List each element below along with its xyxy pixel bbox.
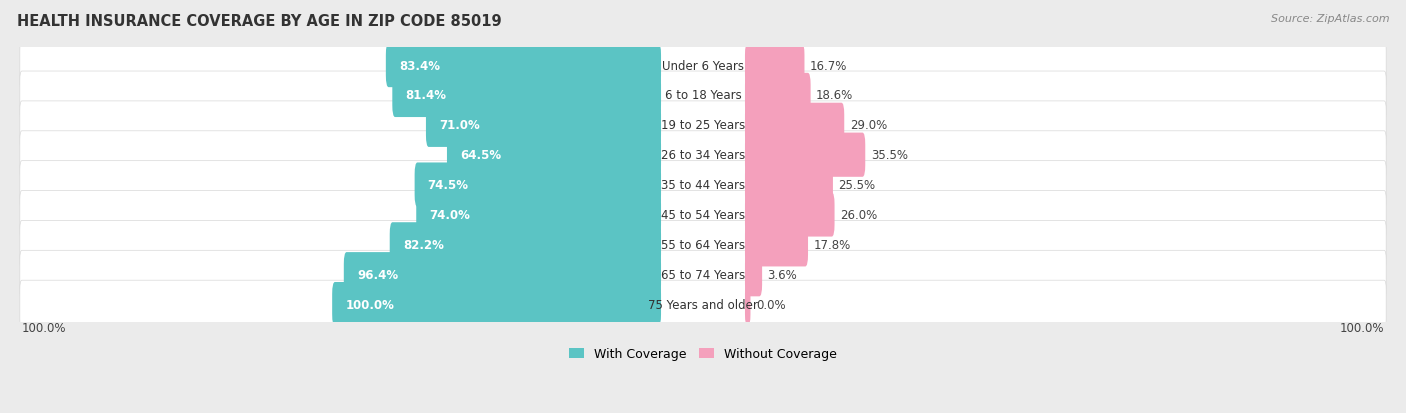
Text: 65 to 74 Years: 65 to 74 Years (661, 268, 745, 281)
Text: 0.0%: 0.0% (756, 298, 786, 311)
Text: HEALTH INSURANCE COVERAGE BY AGE IN ZIP CODE 85019: HEALTH INSURANCE COVERAGE BY AGE IN ZIP … (17, 14, 502, 29)
FancyBboxPatch shape (745, 44, 804, 88)
FancyBboxPatch shape (745, 223, 808, 267)
Text: 71.0%: 71.0% (439, 119, 479, 132)
Text: 100.0%: 100.0% (22, 321, 66, 334)
Text: 17.8%: 17.8% (814, 238, 851, 251)
FancyBboxPatch shape (745, 163, 832, 207)
Text: 19 to 25 Years: 19 to 25 Years (661, 119, 745, 132)
FancyBboxPatch shape (415, 163, 661, 207)
FancyBboxPatch shape (392, 74, 661, 118)
Text: 25.5%: 25.5% (838, 179, 876, 192)
Text: Source: ZipAtlas.com: Source: ZipAtlas.com (1271, 14, 1389, 24)
Text: 74.0%: 74.0% (429, 209, 470, 221)
FancyBboxPatch shape (20, 42, 1386, 90)
Text: 35 to 44 Years: 35 to 44 Years (661, 179, 745, 192)
FancyBboxPatch shape (745, 133, 865, 177)
Text: 82.2%: 82.2% (402, 238, 444, 251)
Text: 16.7%: 16.7% (810, 59, 848, 72)
FancyBboxPatch shape (20, 131, 1386, 179)
FancyBboxPatch shape (745, 103, 844, 147)
Text: 96.4%: 96.4% (357, 268, 398, 281)
FancyBboxPatch shape (20, 251, 1386, 299)
Text: 26.0%: 26.0% (839, 209, 877, 221)
FancyBboxPatch shape (389, 223, 661, 267)
Text: Under 6 Years: Under 6 Years (662, 59, 744, 72)
Text: 45 to 54 Years: 45 to 54 Years (661, 209, 745, 221)
FancyBboxPatch shape (745, 193, 835, 237)
FancyBboxPatch shape (745, 74, 811, 118)
Text: 29.0%: 29.0% (849, 119, 887, 132)
FancyBboxPatch shape (20, 221, 1386, 268)
FancyBboxPatch shape (426, 103, 661, 147)
Text: 6 to 18 Years: 6 to 18 Years (665, 89, 741, 102)
FancyBboxPatch shape (385, 44, 661, 88)
Text: 74.5%: 74.5% (427, 179, 468, 192)
Text: 3.6%: 3.6% (768, 268, 797, 281)
FancyBboxPatch shape (20, 191, 1386, 239)
Text: 81.4%: 81.4% (405, 89, 446, 102)
FancyBboxPatch shape (745, 252, 762, 297)
FancyBboxPatch shape (20, 102, 1386, 150)
FancyBboxPatch shape (332, 282, 661, 326)
FancyBboxPatch shape (20, 280, 1386, 328)
Text: 55 to 64 Years: 55 to 64 Years (661, 238, 745, 251)
FancyBboxPatch shape (344, 252, 661, 297)
Text: 100.0%: 100.0% (1340, 321, 1384, 334)
FancyBboxPatch shape (20, 72, 1386, 119)
FancyBboxPatch shape (447, 133, 661, 177)
FancyBboxPatch shape (745, 282, 751, 326)
Text: 18.6%: 18.6% (815, 89, 853, 102)
Text: 75 Years and older: 75 Years and older (648, 298, 758, 311)
FancyBboxPatch shape (416, 193, 661, 237)
Text: 64.5%: 64.5% (460, 149, 501, 162)
Text: 26 to 34 Years: 26 to 34 Years (661, 149, 745, 162)
Text: 83.4%: 83.4% (399, 59, 440, 72)
FancyBboxPatch shape (20, 161, 1386, 209)
Legend: With Coverage, Without Coverage: With Coverage, Without Coverage (564, 342, 842, 366)
Text: 35.5%: 35.5% (870, 149, 908, 162)
Text: 100.0%: 100.0% (346, 298, 394, 311)
